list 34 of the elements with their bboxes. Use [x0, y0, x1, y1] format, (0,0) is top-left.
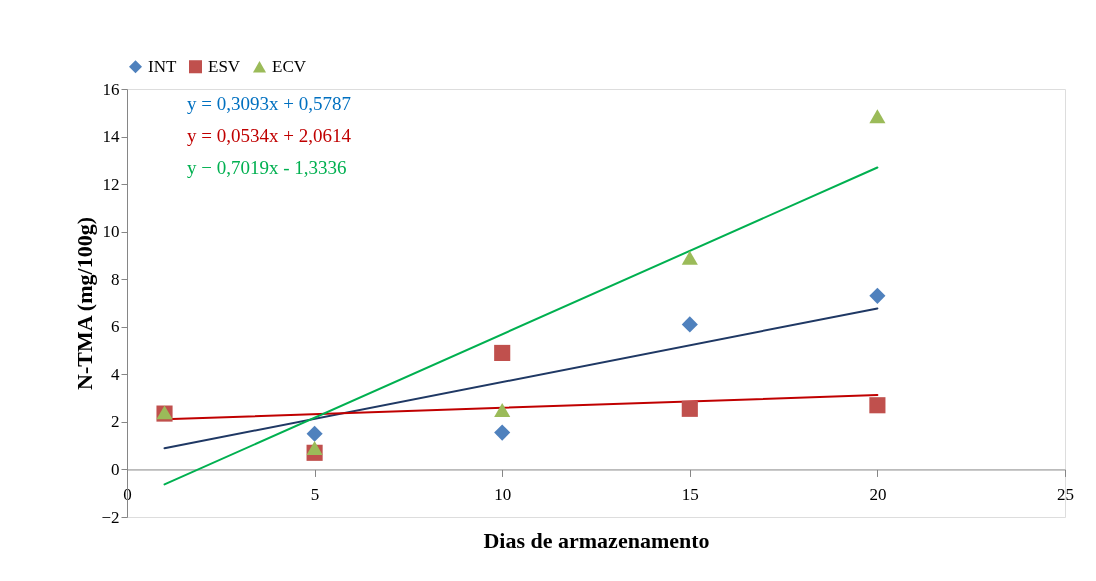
annotation: y − 0,7019x - 1,3336 [187, 157, 347, 178]
point [869, 397, 886, 414]
legend-label: ECV [272, 56, 307, 76]
y-tick-label: 0 [111, 459, 120, 479]
y-axis-title: N-TMA (mg/100g) [72, 217, 98, 390]
point [869, 287, 886, 304]
annotation: y = 0,3093x + 0,5787 [187, 93, 351, 114]
point [681, 250, 698, 265]
x-tick-label: 5 [310, 484, 320, 504]
y-tick-label: 16 [102, 79, 120, 99]
x-tick-label: 20 [869, 484, 887, 504]
y-tick-label: 6 [111, 317, 120, 337]
x-tick-label: 10 [494, 484, 512, 504]
point [681, 400, 698, 417]
point [494, 344, 511, 361]
legend-label: INT [148, 56, 177, 76]
annotation: y = 0,0534x + 2,0614 [187, 125, 352, 146]
point [494, 403, 511, 417]
point [681, 316, 698, 333]
point [494, 424, 511, 441]
point [869, 109, 886, 124]
y-tick-label: 10 [102, 222, 120, 242]
y-tick-label: 14 [102, 127, 120, 147]
x-tick-label: 25 [1057, 484, 1074, 504]
y-tick-label: 8 [111, 269, 120, 289]
point [306, 441, 323, 456]
point [306, 425, 323, 442]
x-tick-label: 15 [681, 484, 699, 504]
y-tick-label: 4 [111, 364, 120, 384]
x-axis-title: Dias de armazenamento [483, 527, 710, 553]
legend-label: ESV [208, 56, 241, 76]
y-tick-label: −2 [101, 507, 120, 527]
y-tick-label: 2 [111, 412, 120, 432]
y-tick-label: 12 [102, 174, 120, 194]
